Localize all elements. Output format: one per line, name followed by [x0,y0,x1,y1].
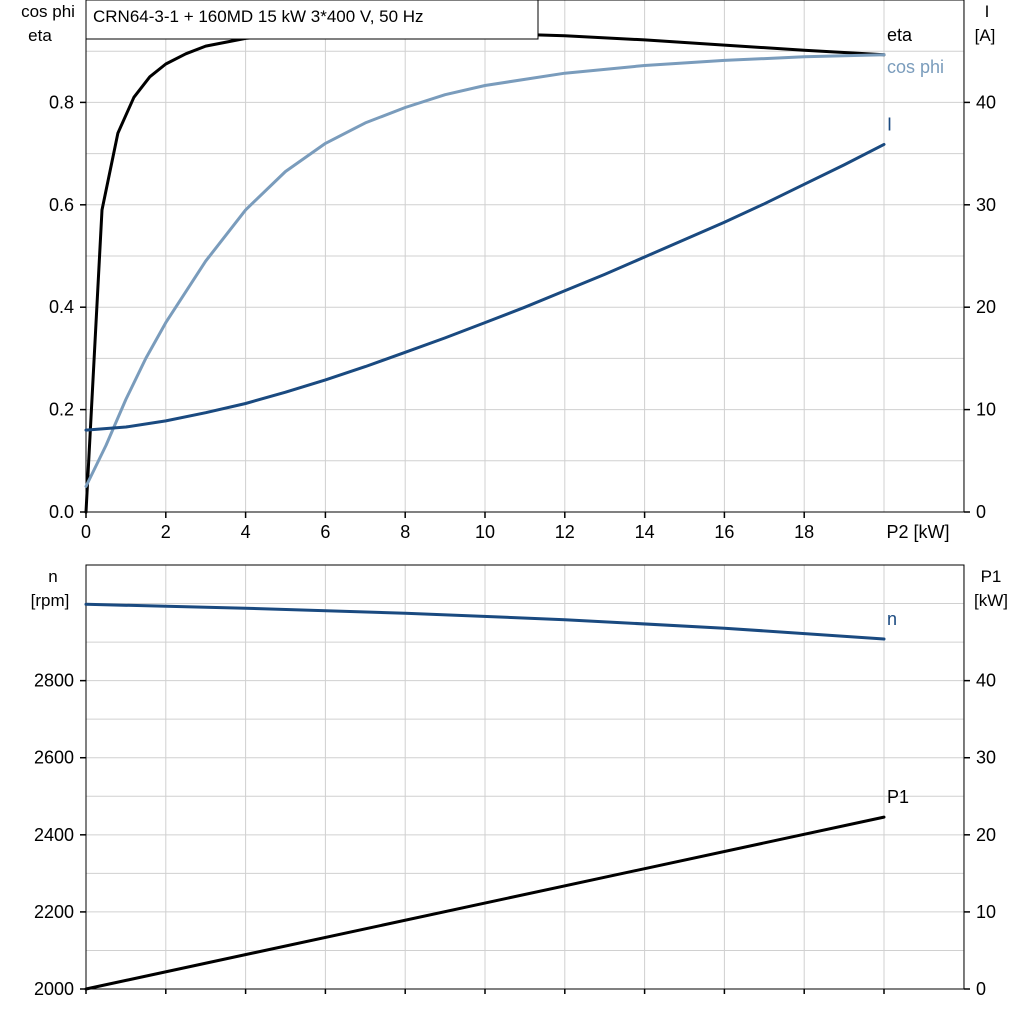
left-y-tick-label: 2600 [34,748,74,768]
right-y-tick-label: 40 [976,92,996,112]
top-y-right-label-line2: [A] [975,26,996,45]
x-tick-label: 10 [475,522,495,542]
x-tick-label: 4 [241,522,251,542]
right-y-tick-label: 30 [976,748,996,768]
series-label-cos-phi: cos phi [887,57,944,77]
right-y-tick-label: 10 [976,400,996,420]
left-y-tick-label: 0.6 [49,195,74,215]
bottom-panel-series: n P1 [84,602,909,991]
series-label-i: I [887,114,892,134]
right-y-tick-label: 30 [976,195,996,215]
left-y-tick-label: 0.8 [49,92,74,112]
bottom-panel-ticks: 2000 2200 2400 2600 2800 0 10 20 30 40 [34,671,996,999]
chart-title: CRN64-3-1 + 160MD 15 kW 3*400 V, 50 Hz [93,7,424,26]
top-y-left-label-line2: eta [28,26,52,45]
x-tick-label: 16 [714,522,734,542]
top-y-left-label-line1: cos phi [21,2,75,21]
bottom-y-left-label-line2: [rpm] [31,591,70,610]
right-y-tick-label: 20 [976,825,996,845]
bottom-y-right-label-line1: P1 [981,567,1002,586]
series-line-cos-phi [84,53,886,488]
top-x-axis-label: P2 [kW] [886,522,949,542]
series-label-n: n [887,609,897,629]
x-tick-label: 2 [161,522,171,542]
x-tick-label: 12 [555,522,575,542]
left-y-tick-label: 2000 [34,979,74,999]
top-y-right-label-line1: I [985,2,990,21]
bottom-panel-frame [85,564,965,990]
title-box [85,0,539,40]
left-y-tick-label: 0.2 [49,400,74,420]
series-label-p1: P1 [887,787,909,807]
right-y-tick-label: 40 [976,671,996,691]
right-y-tick-label: 0 [976,502,986,522]
left-y-tick-label: 2800 [34,671,74,691]
bottom-y-left-label-line1: n [48,567,57,586]
top-panel-frame [85,0,965,513]
bottom-panel-grid [86,565,965,989]
bottom-y-right-label-line2: [kW] [974,591,1008,610]
left-y-tick-label: 2400 [34,825,74,845]
series-line-n [84,602,886,641]
top-panel-ticks: 0.0 0.2 0.4 0.6 0.8 0 10 20 30 40 0 2 4 6 8 10 12 14 16 18 [49,92,996,542]
series-line-p1 [84,815,886,991]
series-line-i [84,142,886,432]
left-y-tick-label: 2200 [34,902,74,922]
x-tick-label: 8 [400,522,410,542]
left-y-tick-label: 0.4 [49,297,74,317]
right-y-tick-label: 0 [976,979,986,999]
right-y-tick-label: 20 [976,297,996,317]
left-y-tick-label: 0.0 [49,502,74,522]
x-tick-label: 6 [320,522,330,542]
top-panel-series: eta cos phi I [84,25,944,514]
top-panel-grid [86,0,965,512]
x-tick-label: 0 [81,522,91,542]
x-tick-label: 14 [635,522,655,542]
right-y-tick-label: 10 [976,902,996,922]
series-label-eta: eta [887,25,913,45]
x-tick-label: 18 [794,522,814,542]
